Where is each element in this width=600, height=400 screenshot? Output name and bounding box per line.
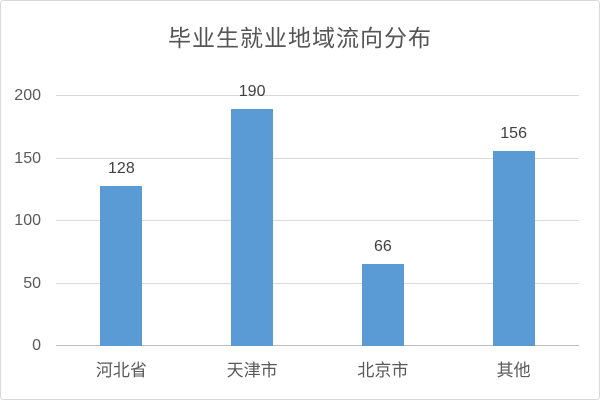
bar-slot: 156 其他 bbox=[448, 96, 579, 380]
gridline bbox=[56, 282, 579, 284]
plot-area: 128 河北省 190 天津市 66 北京市 156 其他 bbox=[56, 83, 579, 381]
y-tick-label: 200 bbox=[14, 87, 41, 104]
bar-slot: 128 河北省 bbox=[56, 96, 187, 381]
bar-slot: 66 北京市 bbox=[318, 96, 449, 380]
gridline bbox=[56, 157, 579, 159]
gridline bbox=[56, 95, 579, 96]
data-label: 66 bbox=[373, 237, 392, 255]
gridline bbox=[56, 220, 579, 221]
x-category-label: 河北省 bbox=[95, 361, 147, 380]
x-category-label: 北京市 bbox=[357, 361, 409, 380]
bar-slot: 190 天津市 bbox=[187, 83, 318, 380]
chart-title: 毕业生就业地域流向分布 bbox=[168, 26, 432, 51]
y-tick-label: 0 bbox=[32, 337, 41, 354]
y-tick-label: 100 bbox=[14, 212, 41, 229]
bar-slots: 128 河北省 190 天津市 66 北京市 156 其他 bbox=[56, 83, 579, 381]
x-category-label: 其他 bbox=[496, 361, 531, 380]
data-label: 156 bbox=[500, 125, 527, 142]
bar bbox=[100, 186, 143, 346]
data-label: 128 bbox=[108, 160, 135, 177]
bar bbox=[231, 108, 274, 346]
bar bbox=[361, 263, 404, 346]
y-tick-label: 150 bbox=[14, 149, 41, 167]
x-axis-line bbox=[56, 345, 579, 346]
y-axis: 0 50 100 150 200 bbox=[1, 88, 49, 354]
bar bbox=[492, 151, 535, 346]
x-category-label: 天津市 bbox=[226, 361, 278, 380]
y-tick-label: 50 bbox=[23, 274, 41, 292]
data-label: 190 bbox=[238, 82, 266, 100]
